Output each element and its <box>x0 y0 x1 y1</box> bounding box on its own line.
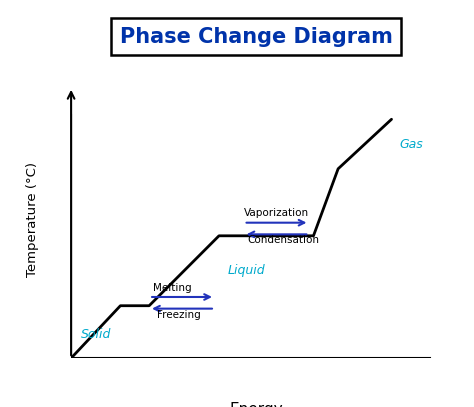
Text: Melting: Melting <box>153 282 192 293</box>
Text: Solid: Solid <box>82 328 112 341</box>
Text: Condensation: Condensation <box>248 234 320 245</box>
Text: Liquid: Liquid <box>227 264 265 277</box>
Text: Energy: Energy <box>229 402 283 407</box>
Text: Freezing: Freezing <box>157 310 201 320</box>
Text: Phase Change Diagram: Phase Change Diagram <box>119 26 392 47</box>
Text: Gas: Gas <box>400 138 423 151</box>
Text: Vaporization: Vaporization <box>244 208 309 218</box>
Text: Temperature (°C): Temperature (°C) <box>26 162 38 277</box>
